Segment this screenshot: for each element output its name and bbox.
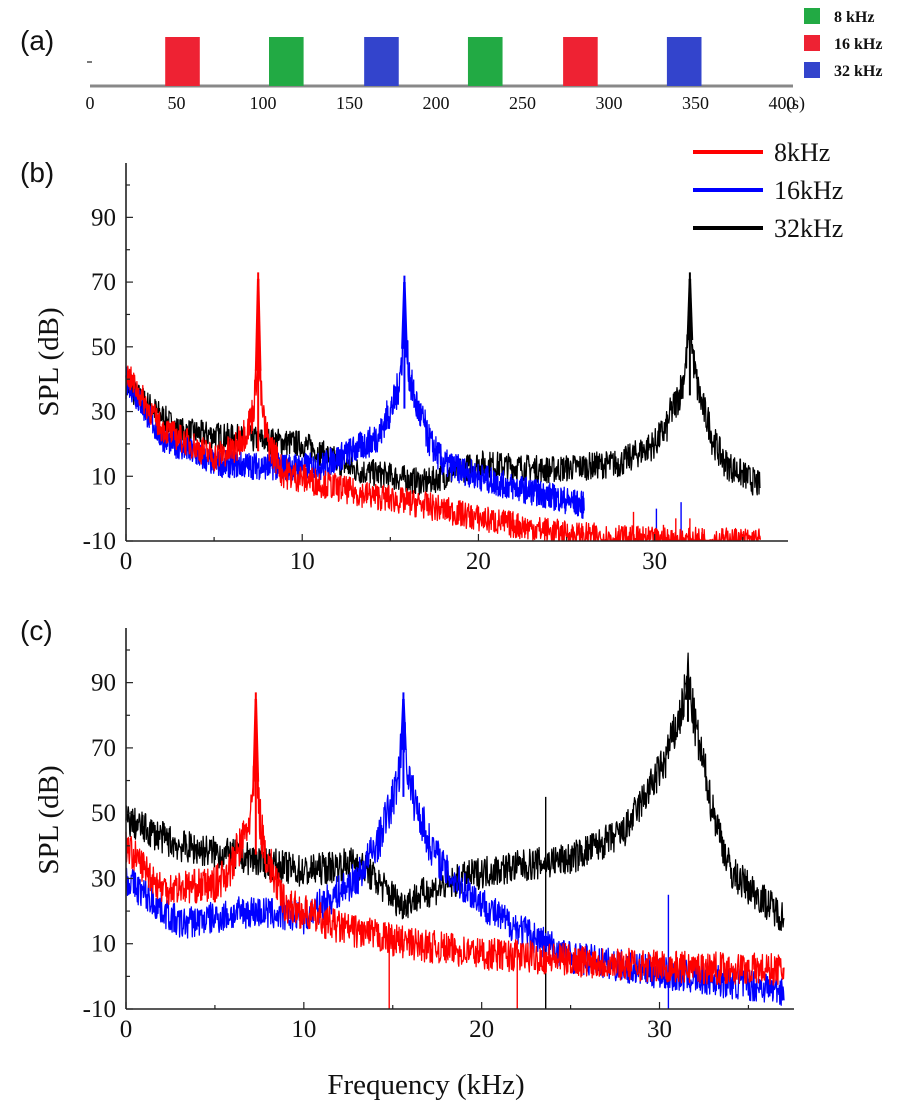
series-line-16khz [125,721,785,1006]
peak-shoulder [688,278,694,341]
peak-shoulder [256,278,262,371]
tick-label: 300 [596,93,623,113]
tick-label: 200 [423,93,450,113]
y-tick-label: -10 [83,996,116,1023]
legend-label: 8 kHz [834,9,874,26]
legend-label: 8kHz [774,138,830,167]
spectrum-panel-c: -10 10 30 50 70 90 0 10 20 30 SPL (dB) Frequency … [33,628,794,1101]
peak-shoulder [254,698,260,782]
tick-label: 0 [86,93,95,113]
legend-label: 32 kHz [834,63,882,80]
series-line-8khz [125,331,762,542]
tick-label: 100 [250,93,277,113]
series-line-16khz [125,309,585,519]
legend-swatch [804,8,820,24]
x-tick-label: 20 [469,1016,494,1043]
peak-shoulder [402,698,407,750]
tick-label: 150 [336,93,363,113]
y-tick-label: 30 [91,865,116,892]
peak-shoulder [403,282,408,349]
panel-b-label: (b) [20,157,54,188]
x-tick-label: 0 [120,1016,133,1043]
y-tick-label: 50 [91,800,116,827]
y-tick-label: -10 [83,528,116,555]
tick-label: 250 [509,93,536,113]
x-tick-label: 10 [291,1016,316,1043]
x-tick-label: 10 [290,548,315,575]
y-tick-label: 30 [91,399,116,426]
x-axis-label: Frequency (kHz) [327,1069,524,1101]
panel-a-label: (a) [20,25,54,56]
y-tick-label: 10 [91,931,116,958]
legend-label: 32kHz [774,214,843,243]
legend-swatch [804,35,820,51]
y-tick-label: 90 [91,204,116,231]
legend-label: 16kHz [774,176,843,205]
y-tick-label: 70 [91,269,116,296]
y-axis-label: SPL (dB) [33,765,65,874]
x-tick-label: 30 [647,1016,672,1043]
spectrum-legend: 8kHz 16kHz 32kHz [693,138,843,243]
timeline-legend: 8 kHz 16 kHz 32 kHz [804,8,882,80]
timeline-unit: (s) [786,93,805,114]
y-tick-label: 10 [91,463,116,490]
tick-label: 350 [682,93,709,113]
pulse-32khz [666,37,702,86]
pulse-32khz [364,37,399,86]
series-line-8khz [125,731,785,986]
pulse-16khz [563,37,598,86]
y-tick-label: 90 [91,670,116,697]
series-line-32khz [125,291,761,496]
y-axis-label: SPL (dB) [33,307,65,416]
spectrum-panel-b: -10 10 30 50 70 90 0 10 20 30 SPL (dB) 8kHz 16kHz 3… [33,138,843,575]
x-tick-label: 0 [120,548,133,575]
tick-label: 400 [769,93,796,113]
legend-label: 16 kHz [834,36,882,53]
peak-shoulder [686,679,692,700]
legend-swatch [804,62,820,78]
x-tick-label: 20 [466,548,491,575]
timeline-panel: 0 50 100 150 200 250 300 350 400 (s) 8 kHz 16 kHz… [86,8,882,114]
pulse-8khz [467,37,503,86]
pulse-16khz [165,37,200,86]
pulse-8khz [269,37,304,86]
panel-c-label: (c) [20,615,53,646]
x-tick-label: 30 [642,548,667,575]
y-tick-label: 70 [91,735,116,762]
tick-label: 50 [168,93,186,113]
y-tick-label: 50 [91,334,116,361]
